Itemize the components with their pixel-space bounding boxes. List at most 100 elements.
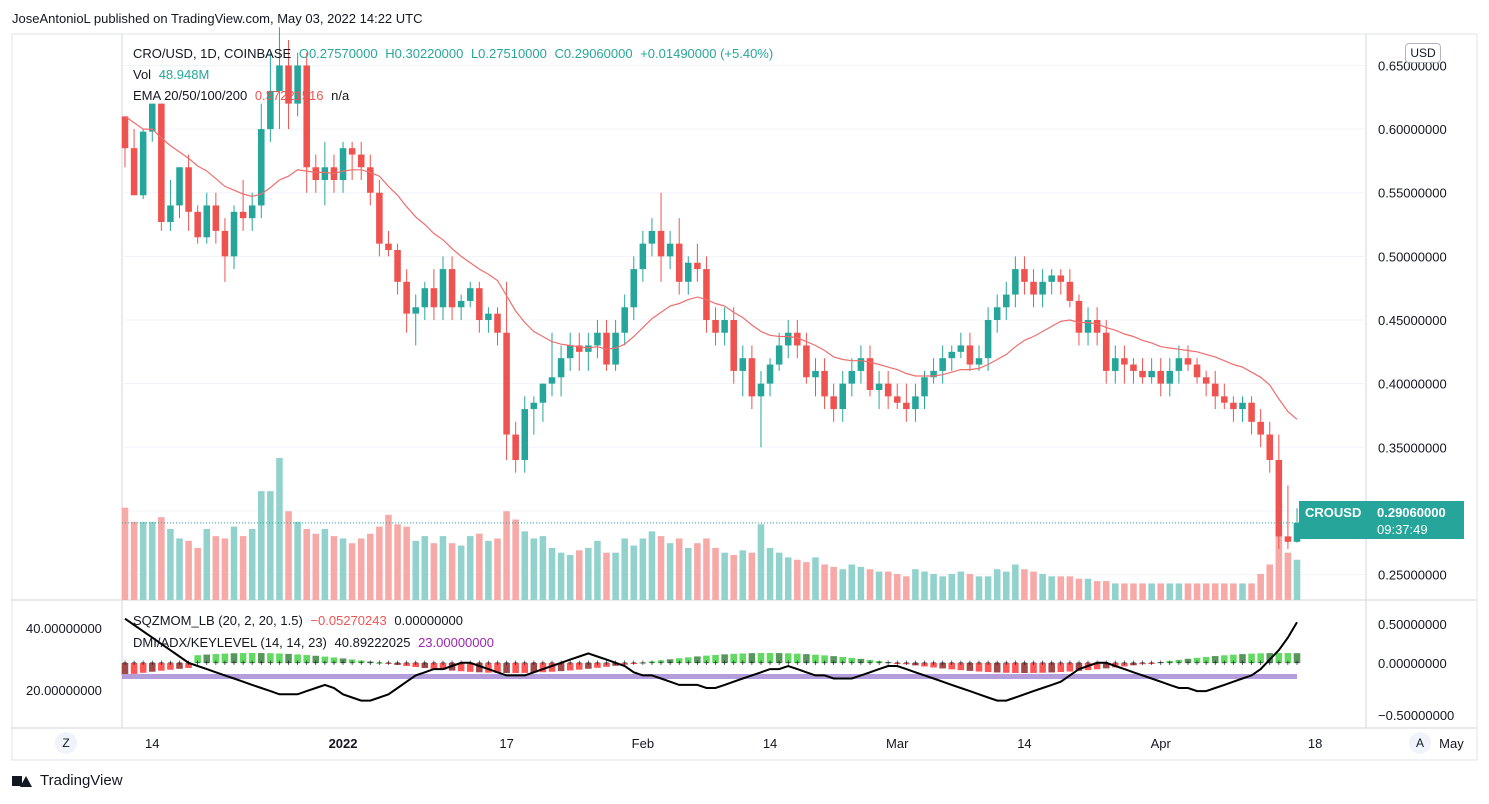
momentum-bar (1066, 663, 1074, 672)
price-tick-label: 0.35000000 (1378, 440, 1447, 455)
momentum-bar (457, 663, 465, 672)
momentum-bar (1130, 663, 1137, 666)
volume-bar (121, 507, 129, 600)
squeeze-dot: + (540, 658, 545, 668)
squeeze-dot: + (1267, 658, 1272, 668)
candle-body (739, 358, 747, 371)
volume-bar (521, 531, 529, 600)
volume-bar (748, 552, 756, 600)
momentum-bar (1075, 663, 1083, 671)
auto-scale-button[interactable]: A (1409, 732, 1431, 754)
volume-bar (921, 571, 928, 600)
candle-body (1148, 370, 1155, 378)
squeeze-dot: + (958, 658, 963, 668)
volume-bar (875, 571, 883, 600)
squeeze-dot: + (204, 658, 209, 668)
momentum-bar (1184, 658, 1192, 663)
candle-body (357, 154, 365, 168)
sqz-label[interactable]: SQZMOM_LB (20, 2, 20, 1.5) (133, 613, 303, 628)
squeeze-dot: + (195, 658, 200, 668)
momentum-bar (121, 663, 129, 675)
squeeze-dot: + (976, 658, 981, 668)
momentum-bar (212, 654, 220, 663)
squeeze-dot: + (1022, 658, 1027, 668)
momentum-bar (975, 663, 983, 672)
momentum-bar (439, 663, 447, 670)
momentum-bar (730, 653, 737, 663)
time-tick-label: 14 (145, 736, 159, 751)
squeeze-dot: + (1113, 658, 1118, 668)
dmi-label[interactable]: DMI/ADX/KEYLEVEL (14, 14, 23) (133, 635, 327, 650)
volume-bar (1293, 559, 1301, 600)
candle-body (948, 351, 956, 359)
momentum-bar (403, 663, 410, 666)
candle-body (1003, 294, 1010, 308)
squeeze-dot: + (858, 658, 863, 668)
squeeze-dot: + (722, 658, 727, 668)
squeeze-dot: + (695, 658, 700, 668)
momentum-bar (903, 663, 910, 665)
candle-body (1248, 402, 1255, 422)
volume-bar (1230, 583, 1237, 600)
volume-bar (666, 543, 674, 600)
volume-bar (357, 538, 365, 600)
candle-body (1193, 364, 1201, 378)
candle-body (230, 211, 238, 257)
volume-bar (1157, 583, 1164, 600)
momentum-bar (1284, 653, 1292, 663)
candle-body (376, 192, 383, 244)
change-value: +0.01490000 (+5.40%) (640, 46, 774, 61)
candle-body (712, 320, 719, 333)
momentum-bar (1275, 653, 1283, 663)
candle-body (1102, 332, 1110, 371)
squeeze-dot: + (985, 658, 990, 668)
momentum-bar (957, 663, 965, 671)
squeeze-dot: + (1031, 658, 1036, 668)
squeeze-dot: + (240, 658, 245, 668)
volume-bar (993, 569, 1001, 600)
ema-legend: EMA 20/50/100/200 0.37221516 n/a (133, 88, 353, 103)
volume-bar (1193, 583, 1201, 600)
vol-label[interactable]: Vol (133, 67, 152, 82)
candle-body (930, 370, 937, 378)
candle-body (294, 65, 301, 104)
momentum-bar (1293, 653, 1301, 663)
candle-body (975, 358, 983, 365)
candle-body (1039, 281, 1046, 295)
ema-label[interactable]: EMA 20/50/100/200 (133, 88, 248, 103)
candle-body (1012, 269, 1019, 295)
brand-name: TradingView (40, 772, 123, 789)
volume-bar (657, 536, 665, 600)
squeeze-dot: + (440, 658, 445, 668)
squeeze-dot: + (486, 658, 491, 668)
momentum-bar (875, 660, 883, 663)
dmi-value-2: 23.00000000 (418, 635, 494, 650)
squeeze-dot: + (795, 658, 800, 668)
volume-bar (821, 564, 828, 600)
volume-bar (1121, 583, 1128, 600)
squeeze-dot: + (631, 658, 636, 668)
squeeze-dot: + (913, 658, 918, 668)
momentum-bar (1193, 657, 1201, 663)
volume-bar (1284, 552, 1292, 600)
zoom-button[interactable]: Z (55, 732, 77, 754)
volume-bar (957, 571, 965, 600)
ema-line (124, 115, 1298, 420)
momentum-bar (585, 663, 592, 669)
price-axis-ticks: 0.250000000.300000000.350000000.40000000… (1378, 58, 1447, 582)
volume-bar (1039, 573, 1046, 600)
volume-bar (566, 555, 574, 600)
currency-button[interactable]: USD (1405, 43, 1441, 63)
squeeze-dot: + (1258, 658, 1263, 668)
squeeze-dot: + (304, 658, 309, 668)
volume-bar (403, 526, 410, 600)
squeeze-dot: + (1076, 658, 1081, 668)
candle-body (1275, 460, 1283, 537)
momentum-bar (1257, 653, 1264, 663)
momentum-bar (848, 657, 856, 663)
momentum-bar (921, 663, 928, 667)
time-tick-label: Feb (632, 736, 654, 751)
squeeze-dot: + (359, 658, 364, 668)
symbol-label[interactable]: CRO/USD, 1D, COINBASE (133, 46, 292, 61)
